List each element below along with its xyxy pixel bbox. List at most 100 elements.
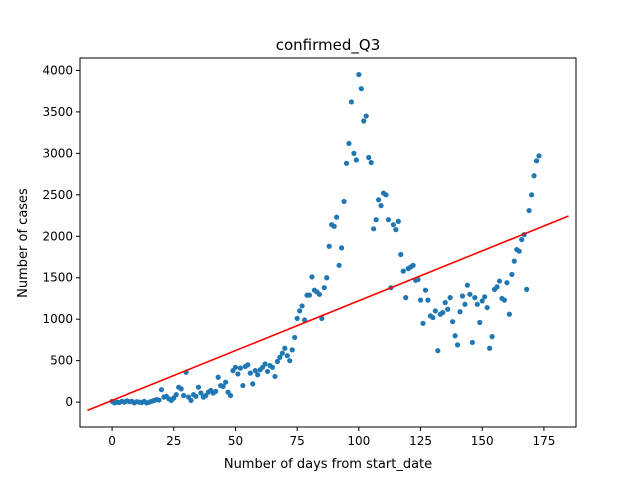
data-point	[346, 140, 352, 147]
data-point	[368, 159, 374, 166]
data-point	[351, 150, 357, 156]
x-tick-label: 125	[409, 434, 432, 448]
data-point	[390, 222, 396, 228]
data-point	[279, 350, 285, 356]
data-point	[292, 334, 298, 341]
chart-title: confirmed_Q3	[276, 36, 381, 55]
axes-frame	[79, 57, 577, 428]
data-point	[440, 309, 446, 316]
data-point	[181, 392, 187, 399]
data-point	[526, 207, 532, 214]
data-point	[403, 295, 409, 301]
data-point	[222, 379, 229, 385]
data-point	[417, 297, 424, 303]
data-point	[445, 306, 451, 312]
data-point	[287, 358, 293, 364]
plot-area	[87, 71, 569, 412]
data-point	[371, 226, 377, 232]
data-point	[447, 295, 453, 301]
data-point	[373, 217, 379, 223]
data-point	[469, 339, 475, 346]
data-point	[178, 386, 184, 392]
data-point	[264, 368, 271, 375]
data-point	[269, 364, 276, 370]
data-point	[375, 197, 382, 203]
data-point	[173, 392, 179, 398]
data-point	[324, 275, 330, 281]
x-tick-label: 175	[532, 434, 555, 448]
y-tick-label: 1000	[42, 312, 73, 326]
data-point	[504, 280, 510, 286]
data-point	[474, 301, 480, 307]
data-point	[294, 315, 300, 321]
data-point	[378, 203, 384, 209]
data-point	[361, 118, 367, 124]
y-tick-label: 1500	[42, 271, 73, 285]
y-tick-label: 3500	[42, 105, 73, 119]
x-tick-label: 0	[108, 434, 116, 448]
data-point	[459, 293, 466, 299]
x-tick-label: 50	[228, 434, 243, 448]
data-point	[519, 236, 525, 243]
data-point	[454, 342, 461, 348]
data-point	[250, 381, 256, 387]
data-point	[343, 160, 350, 166]
data-point	[237, 365, 243, 371]
data-point	[467, 291, 473, 297]
x-tick-label: 150	[471, 434, 494, 448]
data-point	[383, 192, 389, 198]
data-point	[462, 301, 468, 307]
data-point	[484, 304, 490, 311]
data-point	[272, 373, 278, 380]
data-point	[156, 397, 162, 403]
data-point	[422, 287, 429, 293]
data-point	[410, 262, 416, 268]
y-tick-label: 4000	[42, 63, 73, 77]
data-point	[450, 319, 456, 325]
data-point	[282, 345, 288, 351]
x-tick-label: 75	[290, 434, 305, 448]
data-point	[319, 315, 325, 321]
data-point	[213, 388, 219, 394]
data-point	[385, 217, 392, 223]
y-tick-label: 500	[50, 354, 73, 368]
data-point	[464, 282, 471, 288]
data-point	[188, 397, 194, 404]
data-point	[252, 368, 258, 374]
y-tick-label: 2500	[42, 188, 73, 202]
data-point	[158, 387, 165, 393]
data-point	[524, 286, 530, 292]
data-point	[240, 382, 246, 389]
data-point	[309, 274, 315, 280]
data-point	[274, 358, 281, 365]
data-point	[306, 292, 313, 298]
data-point	[366, 154, 372, 161]
y-tick-label: 2000	[42, 229, 73, 243]
y-tick-label: 0	[65, 395, 73, 409]
x-tick-label: 25	[166, 434, 181, 448]
data-point	[198, 390, 204, 396]
data-point	[262, 361, 268, 367]
data-point	[496, 278, 503, 284]
data-point	[516, 248, 522, 254]
data-point	[353, 157, 359, 163]
data-point	[430, 314, 436, 321]
data-point	[356, 71, 362, 78]
data-point	[289, 347, 295, 353]
data-point	[348, 99, 355, 105]
data-point	[358, 86, 364, 92]
x-tick-label: 100	[347, 434, 370, 448]
y-tick-label: 3000	[42, 146, 73, 160]
data-point	[255, 372, 261, 378]
y-axis: 0 500 1000 1500 2000 2500 3000 3500 4000	[42, 63, 80, 409]
data-point	[511, 258, 517, 264]
x-axis: 0 25 50 75 100 125 150 175	[108, 427, 555, 448]
data-point	[477, 319, 483, 326]
data-point	[400, 268, 406, 274]
data-point	[193, 393, 199, 399]
data-point	[334, 214, 340, 220]
data-point	[220, 383, 226, 389]
data-point	[338, 245, 345, 251]
data-point	[331, 223, 337, 229]
